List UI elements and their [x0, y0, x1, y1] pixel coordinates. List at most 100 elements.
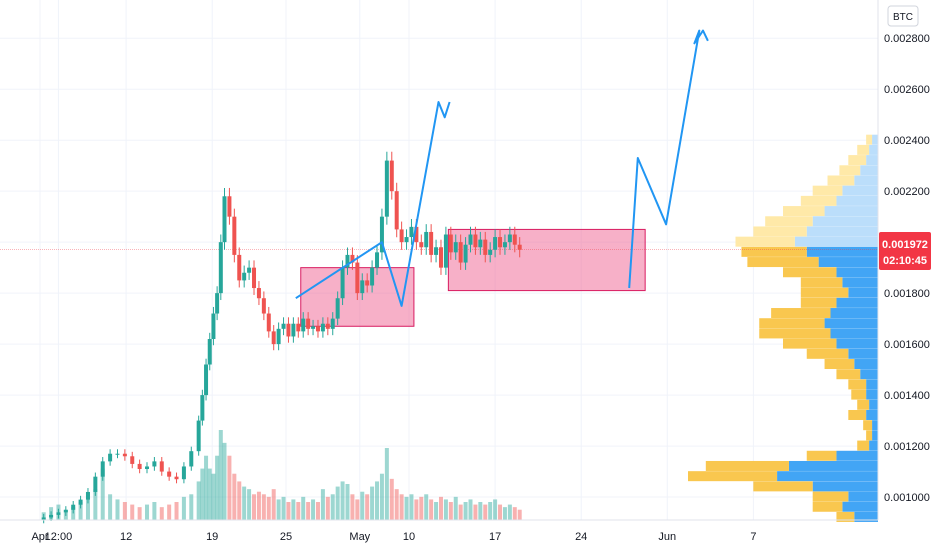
- volume-bar: [414, 499, 419, 520]
- countdown-timer: 02:10:45: [883, 255, 927, 267]
- profile-bar-down: [788, 460, 878, 471]
- profile-bar-down: [836, 297, 878, 308]
- profile-bar-up: [836, 511, 855, 522]
- profile-bar-up: [812, 501, 843, 512]
- volume-bar: [100, 468, 105, 520]
- profile-bar-down: [872, 420, 878, 431]
- profile-bar-down: [836, 267, 878, 278]
- candle-body: [286, 323, 291, 337]
- candle-body: [443, 234, 448, 268]
- y-tick-label: 0.002600: [884, 84, 930, 96]
- volume-bar: [286, 502, 291, 520]
- candle-body: [108, 453, 113, 462]
- volume-bar: [174, 502, 179, 520]
- candle-body: [419, 242, 424, 248]
- volume-bar: [507, 504, 512, 520]
- y-tick-label: 0.002400: [884, 135, 930, 147]
- profile-bar-down: [830, 308, 878, 319]
- candle-body: [181, 466, 186, 480]
- profile-bar-down: [848, 287, 878, 298]
- candle-body: [434, 247, 439, 255]
- volume-bar: [218, 430, 223, 520]
- y-axis-ticks: 0.001000 0.001200 0.001400 0.001600 0.001800…: [884, 33, 930, 504]
- volume-bar: [311, 499, 316, 520]
- volume-bar: [200, 468, 205, 520]
- volume-bar: [222, 442, 227, 520]
- volume-bar: [463, 502, 468, 520]
- candle-body: [215, 293, 220, 314]
- y-tick-label: 0.001000: [884, 492, 930, 504]
- volume-bar: [130, 504, 135, 520]
- current-price-tag: 0.001972 02:10:45: [879, 232, 931, 270]
- consolidation-zones: [300, 228, 646, 327]
- profile-bar-up: [806, 450, 837, 461]
- candle-body: [237, 254, 242, 281]
- volume-bar: [345, 484, 350, 520]
- volume-bar: [330, 494, 335, 520]
- y-tick-label: 0.002200: [884, 186, 930, 198]
- volume-bar: [252, 494, 257, 520]
- profile-bar-down: [860, 369, 878, 380]
- candle-body: [478, 239, 483, 248]
- candle-body: [404, 237, 409, 243]
- volume-bar: [370, 486, 375, 520]
- profile-bar-down: [794, 236, 878, 247]
- candle-body: [122, 453, 127, 457]
- volume-bar: [498, 504, 503, 520]
- volume-bars: [41, 430, 522, 520]
- volume-bar: [145, 504, 150, 520]
- profile-bar-up: [848, 379, 867, 390]
- volume-bar: [483, 504, 488, 520]
- candle-body: [345, 254, 350, 268]
- profile-bar-down: [848, 348, 878, 359]
- profile-bar-up: [783, 267, 837, 278]
- candle-body: [502, 242, 507, 248]
- candle-body: [335, 298, 340, 319]
- candle-body: [207, 339, 212, 365]
- candle-body: [78, 499, 83, 505]
- profile-bar-up: [735, 236, 795, 247]
- profile-bar-up: [800, 195, 837, 206]
- profile-bar-down: [824, 318, 878, 329]
- candle-body: [204, 364, 209, 396]
- y-tick-label: 0.001400: [884, 390, 930, 402]
- profile-bar-up: [866, 430, 873, 441]
- volume-bar: [419, 496, 424, 520]
- volume-bar: [261, 494, 266, 520]
- candle-body: [517, 244, 522, 250]
- candle-body: [49, 514, 54, 518]
- candle-body: [350, 254, 355, 263]
- candle-body: [409, 226, 414, 238]
- volume-bar: [478, 502, 483, 520]
- candle-body: [222, 196, 227, 243]
- profile-bar-up: [747, 257, 819, 268]
- profile-bar-down: [869, 144, 878, 155]
- volume-bar: [306, 502, 311, 520]
- volume-bar: [365, 494, 370, 520]
- candle-body: [429, 231, 434, 255]
- profile-bar-down: [806, 226, 878, 237]
- volume-bar: [512, 507, 517, 520]
- profile-bar-down: [872, 430, 878, 441]
- profile-bar-down: [777, 471, 878, 482]
- y-tick-label: 0.001200: [884, 441, 930, 453]
- candle-body: [196, 420, 201, 452]
- candle-body: [63, 509, 68, 513]
- profile-bar-up: [705, 460, 789, 471]
- volume-bar: [159, 507, 164, 520]
- candle-body: [281, 323, 286, 329]
- volume-bar: [384, 448, 389, 520]
- profile-bar-down: [866, 379, 878, 390]
- profile-bar-down: [806, 246, 878, 257]
- volume-bar: [256, 491, 261, 520]
- profile-bar-down: [854, 359, 878, 370]
- volume-bar: [320, 489, 325, 520]
- profile-bar-down: [812, 481, 878, 492]
- volume-bar: [434, 502, 439, 520]
- profile-bar-up: [753, 481, 813, 492]
- volume-bar: [276, 499, 281, 520]
- candle-body: [384, 160, 389, 217]
- candles: [41, 151, 522, 524]
- volume-bar: [394, 489, 399, 520]
